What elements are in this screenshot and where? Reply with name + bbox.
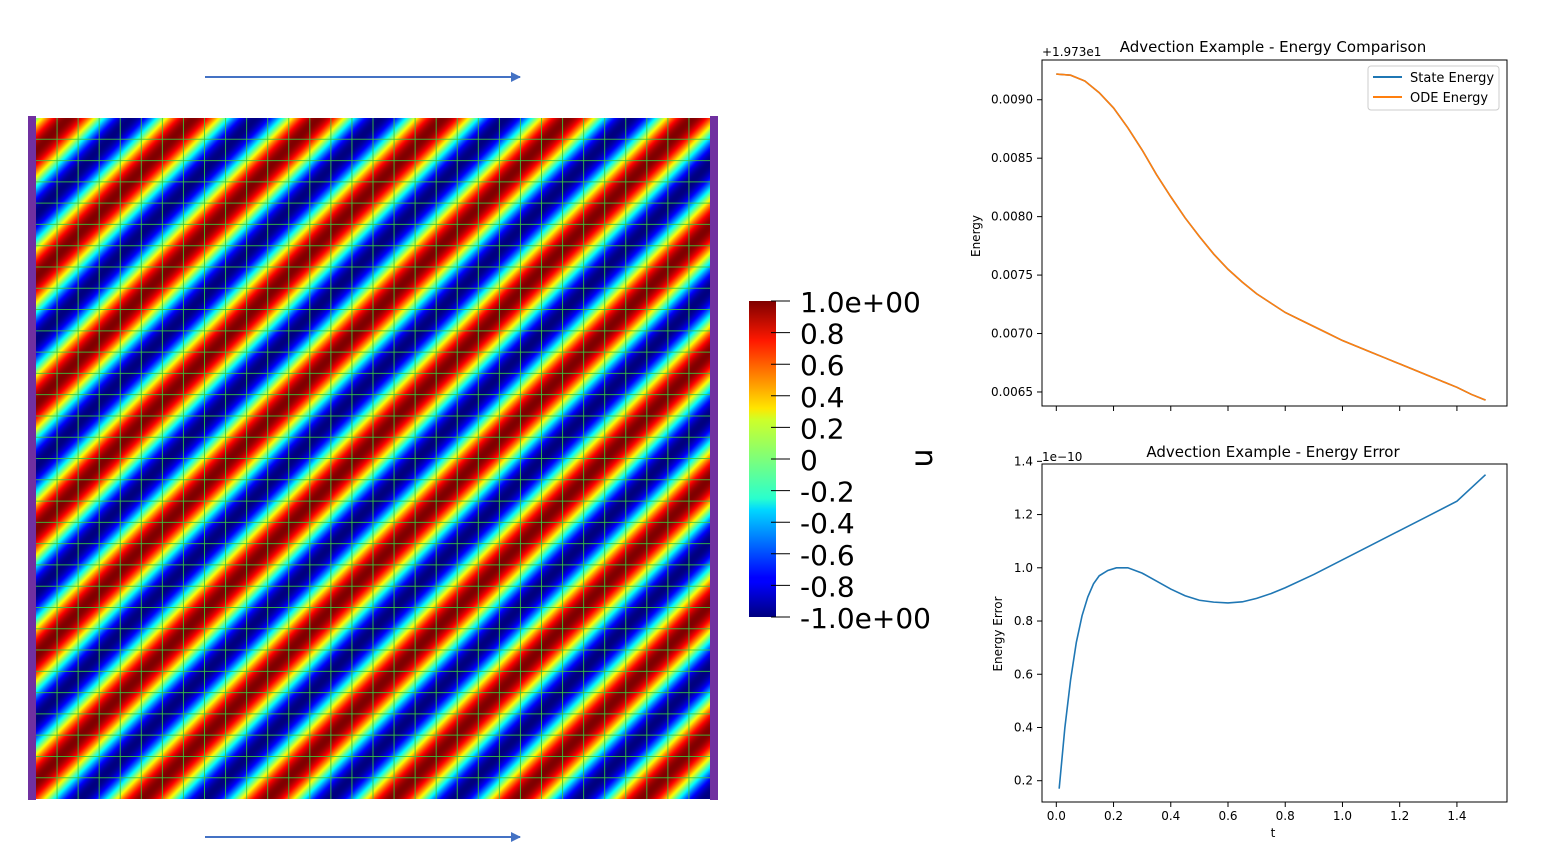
boundary-right [710, 116, 718, 800]
offset-label: 1e−10 [1042, 450, 1082, 464]
plot-frame [1041, 59, 1508, 407]
y-tick-label: 1.4 [1014, 454, 1033, 468]
colorbar: 1.0e+000.80.60.40.20-0.2-0.4-0.6-0.8-1.0… [749, 286, 940, 635]
y-axis-label: Energy [969, 215, 983, 257]
legend: State Energy ODE Energy [1367, 65, 1500, 111]
y-tick-label: 0.4 [1014, 720, 1033, 734]
x-axis-label: t [1271, 826, 1276, 840]
energy-error-chart: Advection Example - Energy Error 1e−10 E… [991, 443, 1508, 840]
colorbar-tick-label: -0.2 [800, 476, 855, 509]
y-tick-label: 0.2 [1014, 774, 1033, 788]
colorbar-tick-label: -0.8 [800, 570, 855, 603]
colorbar-ticks: 1.0e+000.80.60.40.20-0.2-0.4-0.6-0.8-1.0… [771, 286, 931, 635]
y-tick-label: 0.0065 [991, 385, 1033, 399]
field-panel [28, 72, 718, 842]
x-tick-label: 1.0 [1333, 809, 1352, 823]
x-tick-label: 0.2 [1104, 809, 1123, 823]
colorbar-tick-label: 0.8 [800, 318, 845, 351]
mesh-grid [36, 118, 710, 799]
y-tick-label: 0.0070 [991, 327, 1033, 341]
x-tick-label: 1.4 [1447, 809, 1466, 823]
axes: 0.0 0.2 0.4 0.6 0.8 1.0 1.2 1.4 0.2 0.4 0.6 0.8 1.0 1… [1014, 454, 1508, 823]
x-tick-label: 0.6 [1218, 809, 1237, 823]
y-tick-label: 0.8 [1014, 614, 1033, 628]
series-line-ode-energy [1056, 73, 1486, 401]
x-tick-label: 1.2 [1390, 809, 1409, 823]
x-tick-label: 0.8 [1276, 809, 1295, 823]
series-lines [1056, 73, 1486, 401]
axes: 0.0065 0.0070 0.0075 0.0080 0.0085 0.0090 [991, 59, 1508, 411]
colorbar-title: u [905, 448, 940, 467]
legend-label-state-energy: State Energy [1410, 71, 1494, 86]
colorbar-tick-label: -0.6 [800, 539, 855, 572]
series-lines [1058, 474, 1487, 789]
y-tick-label: 0.0085 [991, 151, 1033, 165]
y-tick-label: 0.0090 [991, 93, 1033, 107]
energy-comparison-chart: Advection Example - Energy Comparison +1… [969, 38, 1508, 411]
chart-title: Advection Example - Energy Comparison [1120, 38, 1427, 56]
colorbar-tick-label: 0.2 [800, 412, 845, 445]
colorbar-tick-label: 0 [800, 444, 818, 477]
y-axis-label: Energy Error [991, 596, 1005, 671]
colorbar-tick-label: 0.6 [800, 349, 845, 382]
series-line-state-energy [1056, 73, 1486, 401]
colorbar-tick-label: 0.4 [800, 381, 845, 414]
colorbar-tick-label: -0.4 [800, 507, 855, 540]
offset-label: +1.973e1 [1042, 45, 1101, 59]
series-line-0 [1058, 474, 1487, 789]
colorbar-tick-label: -1.0e+00 [800, 602, 931, 635]
boundary-left [28, 116, 36, 800]
plot-frame [1041, 463, 1508, 803]
y-tick-label: 0.0075 [991, 268, 1033, 282]
legend-label-ode-energy: ODE Energy [1410, 91, 1488, 106]
x-tick-label: 0.0 [1047, 809, 1066, 823]
y-tick-label: 1.2 [1014, 508, 1033, 522]
y-tick-label: 0.6 [1014, 667, 1033, 681]
x-tick-label: 0.4 [1161, 809, 1180, 823]
colorbar-tick-label: 1.0e+00 [800, 286, 921, 319]
y-tick-label: 0.0080 [991, 210, 1033, 224]
y-tick-label: 1.0 [1014, 561, 1033, 575]
chart-title: Advection Example - Energy Error [1146, 443, 1400, 461]
